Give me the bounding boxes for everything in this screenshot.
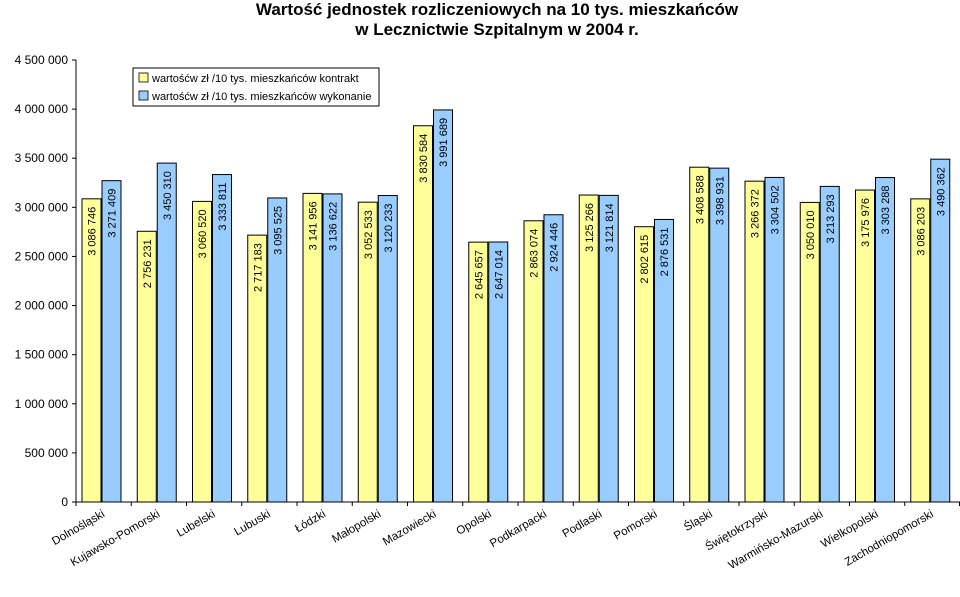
- data-label: 3 095 525: [272, 206, 284, 255]
- data-label: 3 271 409: [107, 189, 119, 238]
- data-label: 3 120 233: [383, 204, 395, 253]
- data-label: 3 050 010: [805, 210, 817, 259]
- x-tick-label: Mazowiecki: [381, 508, 438, 548]
- data-label: 3 450 310: [162, 171, 174, 220]
- y-tick-label: 0: [61, 495, 68, 509]
- legend-box: [132, 67, 380, 107]
- data-label: 2 802 615: [639, 235, 651, 284]
- data-label: 2 924 446: [549, 223, 561, 272]
- data-label: 3 830 584: [418, 134, 430, 183]
- x-tick-label: Małopolski: [330, 508, 383, 546]
- bar-wykonanie: [433, 109, 453, 503]
- legend: wartośćw zł /10 tys. mieszkańców kontrak…: [132, 67, 380, 107]
- x-tick-label: Podkarpacki: [488, 508, 549, 550]
- data-label: 3 141 956: [308, 201, 320, 250]
- bars: [81, 109, 951, 503]
- y-tick-label: 3 000 000: [15, 200, 69, 214]
- data-label: 2 717 183: [252, 243, 264, 292]
- x-tick-label: Zachodniopomorski: [843, 508, 936, 569]
- legend-label-wykonanie: wartośćw zł /10 tys. mieszkańców wykonan…: [151, 91, 371, 103]
- y-tick-label: 1 500 000: [15, 348, 69, 362]
- chart-title-line-1: Wartość jednostek rozliczeniowych na 10 …: [256, 0, 739, 19]
- x-tick-label: Śląski: [682, 507, 715, 534]
- data-label: 2 647 014: [493, 250, 505, 299]
- y-axis: 0 500 000 1 000 000 1 500 000 2 000 000 2 500…: [15, 53, 77, 509]
- y-tick-label: 4 500 000: [15, 53, 69, 67]
- y-tick-label: 3 500 000: [15, 151, 69, 165]
- data-label: 2 756 231: [142, 239, 154, 288]
- data-label: 3 333 811: [217, 183, 229, 231]
- data-label: 3 266 372: [750, 189, 762, 238]
- data-label: 3 086 203: [915, 207, 927, 256]
- data-label: 3 991 689: [438, 118, 450, 167]
- chart-title: Wartość jednostek rozliczeniowych na 10 …: [256, 0, 739, 39]
- y-tick-label: 2 000 000: [15, 299, 69, 313]
- x-tick-label: Pomorski: [612, 508, 660, 542]
- data-label: 3 121 814: [604, 203, 616, 252]
- data-label: 3 303 288: [880, 186, 892, 235]
- x-tick-label: Kujawsko-Pomorski: [69, 508, 162, 569]
- y-tick-label: 500 000: [25, 446, 69, 460]
- data-label: 3 213 293: [825, 194, 837, 243]
- data-label: 3 175 976: [860, 198, 872, 247]
- x-tick-label: Lubelski: [175, 508, 218, 539]
- y-tick-label: 4 000 000: [15, 102, 69, 116]
- x-tick-label: Podlaski: [561, 508, 605, 540]
- x-tick-label: Łódzki: [293, 508, 328, 535]
- data-label: 2 876 531: [659, 227, 671, 276]
- data-label: 3 304 502: [770, 185, 782, 234]
- data-label: 3 408 588: [694, 175, 706, 224]
- legend-swatch-kontrakt: [138, 72, 149, 83]
- data-label: 3 398 931: [714, 176, 726, 225]
- chart-title-line-2: w Lecznictwie Szpitalnym w 2004 r.: [354, 20, 638, 39]
- x-tick-label: Opolski: [455, 508, 494, 538]
- x-tick-label: Lubuski: [232, 508, 272, 538]
- data-label: 2 645 657: [473, 250, 485, 299]
- y-tick-label: 1 000 000: [15, 397, 69, 411]
- data-label: 3 125 266: [584, 203, 596, 252]
- data-label: 3 060 520: [197, 209, 209, 258]
- data-label: 3 086 746: [87, 207, 99, 256]
- data-label: 3 490 362: [935, 167, 947, 216]
- data-label: 3 052 533: [363, 210, 375, 259]
- x-tick-label: Warmińsko-Mazurski: [727, 508, 826, 572]
- legend-swatch-wykonanie: [138, 90, 149, 101]
- y-tick-label: 2 500 000: [15, 249, 69, 263]
- value-labels: 3 086 746 3 271 409 2 756 231 3 450 310 3 06…: [87, 118, 948, 299]
- data-label: 3 136 622: [328, 202, 340, 251]
- legend-label-kontrakt: wartośćw zł /10 tys. mieszkańców kontrak…: [151, 73, 359, 85]
- data-label: 2 863 074: [529, 229, 541, 278]
